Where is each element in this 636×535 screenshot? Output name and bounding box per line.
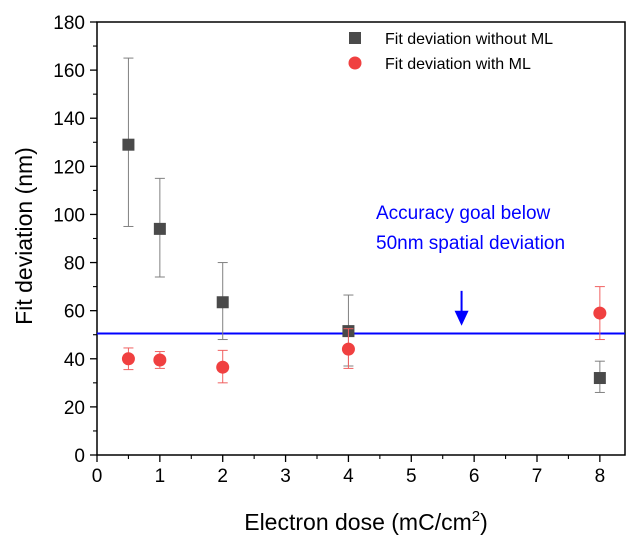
legend: Fit deviation without ML Fit deviation wi… [348,31,553,73]
data-point-circle-3 [341,342,355,356]
y-tick-label-20: 20 [64,398,85,419]
x-tick-label-6: 6 [469,466,480,487]
legend-marker-square [349,32,361,44]
y-tick-label-0: 0 [74,446,85,467]
annotation-line-0: Accuracy goal below [376,203,551,224]
x-tick-label-7: 7 [532,466,543,487]
data-point-square-1 [153,222,166,235]
y-tick-label-140: 140 [53,109,85,130]
annotation-line-1: 50nm spatial deviation [376,233,565,254]
x-tick-label-5: 5 [406,466,417,487]
x-tick-label-3: 3 [280,466,291,487]
x-axis-label-superscript: 2 [472,508,480,525]
annotation-arrow-head [454,310,469,326]
x-tick-label-4: 4 [343,466,354,487]
legend-label-0: Fit deviation without ML [385,31,553,48]
x-axis: 0 1 2 3 4 5 6 7 8 [92,455,605,487]
y-tick-label-120: 120 [53,157,85,178]
y-axis: 0 20 40 60 80 100 120 140 160 180 [53,13,97,467]
data-point-square-0 [122,138,135,151]
y-tick-label-60: 60 [64,302,85,323]
y-tick-label-160: 160 [53,61,85,82]
y-axis-label: Fit deviation (nm) [11,147,37,325]
y-tick-label-180: 180 [53,13,85,34]
data-point-circle-2 [216,360,230,374]
x-tick-label-1: 1 [155,466,166,487]
x-axis-label-main: Electron dose (mC/cm [244,509,472,535]
x-axis-label: Electron dose (mC/cm2) [244,508,488,535]
x-tick-label-2: 2 [217,466,228,487]
x-axis-label-close: ) [480,509,488,535]
y-tick-label-80: 80 [64,254,85,275]
data-point-square-4 [593,372,606,385]
data-point-circle-0 [121,352,135,366]
legend-marker-circle [348,56,362,70]
annotation: Accuracy goal below 50nm spatial deviatio… [376,203,565,326]
y-tick-label-40: 40 [64,350,85,371]
legend-label-1: Fit deviation with ML [385,56,531,73]
data-point-circle-4 [593,306,607,320]
x-tick-label-0: 0 [92,466,103,487]
data-point-square-2 [216,296,229,309]
data-point-circle-1 [153,353,167,367]
series-1 [121,286,607,384]
series-0 [122,57,606,393]
x-tick-label-8: 8 [595,466,606,487]
series-layer [121,57,607,393]
y-tick-label-100: 100 [53,205,85,226]
